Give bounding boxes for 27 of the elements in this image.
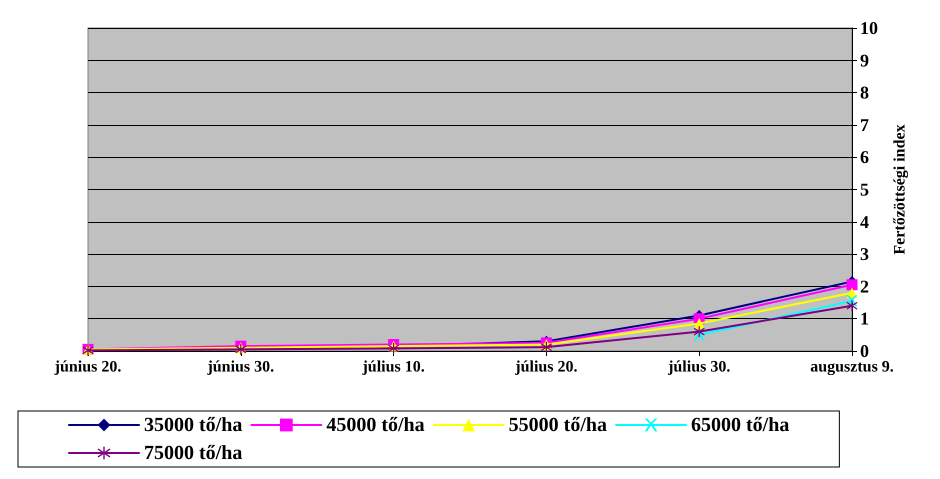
legend-label: 35000 tő/ha [144, 414, 242, 436]
y-tick-label: 3 [860, 244, 869, 264]
point [846, 300, 858, 312]
y-tick-label: 4 [860, 212, 869, 232]
y-tick-label: 2 [860, 276, 869, 296]
y-tick-label: 9 [860, 50, 869, 70]
x-tick-label: június 20. [54, 358, 122, 376]
x-tick-label: augusztus 9. [810, 358, 894, 376]
x-tick-label: július 30. [667, 358, 730, 376]
y-tick-label: 6 [860, 147, 869, 168]
y-axis-title: Fertőzöttségi index [892, 124, 908, 255]
y-tick-label: 8 [860, 82, 869, 103]
x-tick-label: június 30. [206, 358, 274, 376]
legend-label: 65000 tő/ha [691, 414, 790, 436]
legend-label: 45000 tő/ha [326, 414, 425, 436]
point [846, 279, 858, 290]
point [694, 326, 705, 338]
y-tick-label: 5 [860, 180, 869, 200]
y-tick-label: 1 [860, 308, 869, 329]
y-tick-label: 10 [860, 18, 878, 38]
legend-label: 75000 tő/ha [144, 442, 242, 464]
x-tick-label: július 20. [514, 358, 578, 376]
y-tick-label: 7 [860, 114, 869, 135]
point [540, 342, 552, 353]
y-tick-label: 0 [860, 341, 869, 361]
x-tick-label: július 10. [361, 358, 425, 376]
legend-label: 55000 tő/ha [508, 414, 608, 436]
